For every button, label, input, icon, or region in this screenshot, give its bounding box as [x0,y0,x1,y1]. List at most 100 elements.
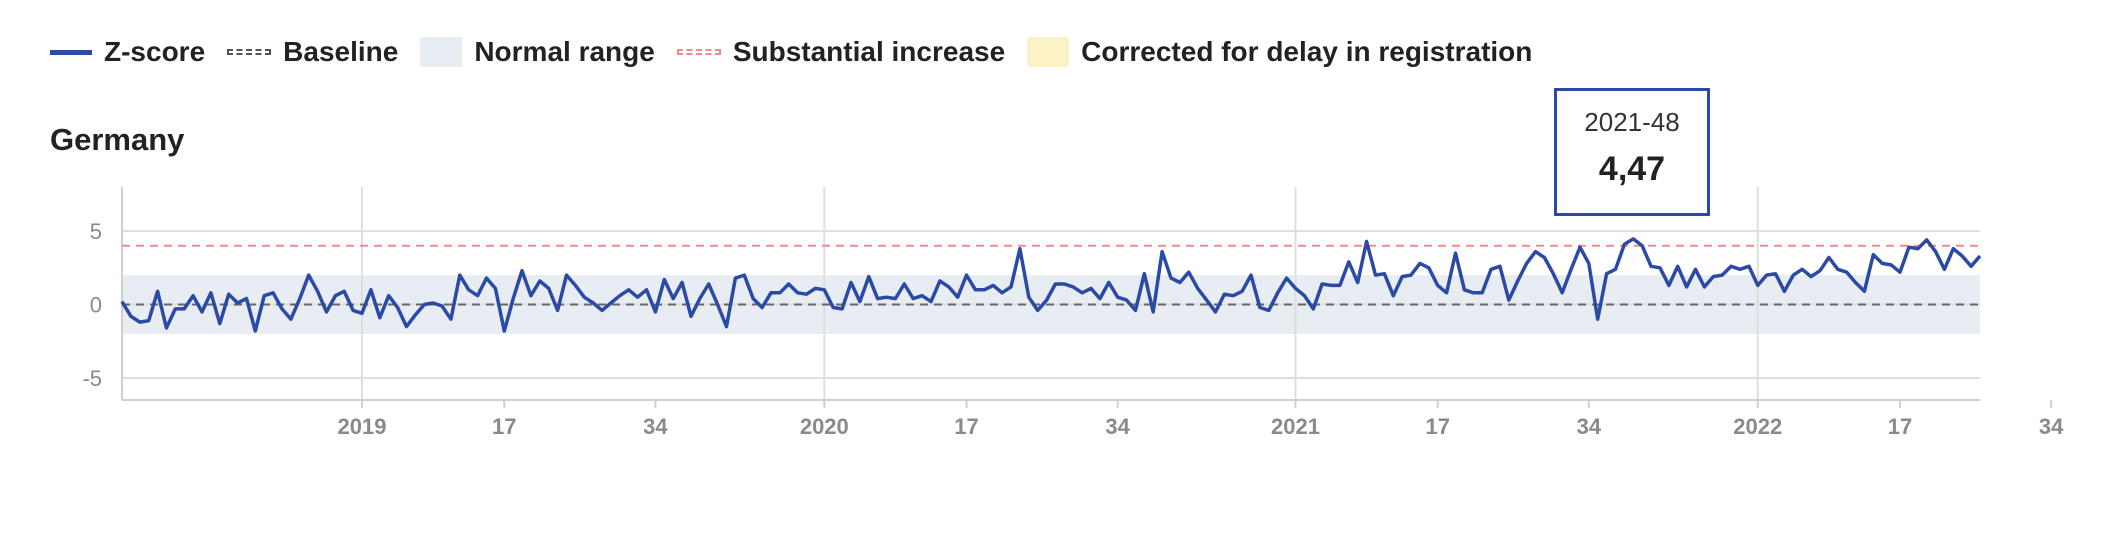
z-score-point [209,291,213,295]
z-score-point [965,273,969,277]
z-score-point [351,308,355,312]
z-score-point [991,283,995,287]
z-score-point [1791,273,1795,277]
z-score-point [564,273,568,277]
z-score-point [1071,285,1075,289]
z-score-point [1062,282,1066,286]
z-score-point [831,305,835,309]
z-score-point [298,297,302,301]
z-score-point [876,297,880,301]
z-score-point [1551,272,1555,276]
legend-item-substantial-increase[interactable]: Substantial increase [676,30,1005,74]
z-score-point [1000,291,1004,295]
z-score-point [1960,254,1964,258]
z-score-point [1169,276,1173,280]
z-score-point [1080,291,1084,295]
z-score-point [1489,267,1493,271]
z-score-point [1089,286,1093,290]
z-score-point [636,295,640,299]
x-tick-label: 2022 [1733,414,1782,439]
legend-item-z-score[interactable]: Z-score [50,30,205,74]
z-score-point [1871,253,1875,257]
y-tick-label: -5 [82,366,102,391]
z-score-series-line [120,237,1982,333]
z-score-point [511,297,515,301]
z-score-point [1774,272,1778,276]
z-score-point [1827,256,1831,260]
z-score-point [1027,295,1031,299]
z-score-point [1525,261,1529,265]
z-score-point [1205,298,1209,302]
legend-yellow-band-swatch [1027,37,1070,67]
z-score-point [484,276,488,280]
z-score-point [902,282,906,286]
z-score-point [1311,307,1315,311]
z-score-point [476,294,480,298]
legend-red-dashed-swatch [676,49,721,55]
z-score-point [1605,272,1609,276]
z-score-point [289,317,293,321]
z-score-point [1747,264,1751,268]
z-score-point [769,291,773,295]
y-tick-label: 5 [90,219,102,244]
z-score-point [1818,269,1822,273]
z-score-point [262,294,266,298]
z-score-point [1293,286,1297,290]
z-score-point [1534,250,1538,254]
z-score-point [920,294,924,298]
z-score-point [1116,295,1120,299]
z-score-point [1498,264,1502,268]
z-score-point [1125,298,1129,302]
z-score-point [280,307,284,311]
x-tick-label: 34 [2039,414,2064,439]
legend-item-corrected[interactable]: Corrected for delay in registration [1027,30,1532,74]
z-score-point [138,320,142,324]
z-score-point [1676,264,1680,268]
z-score-point [1018,247,1022,251]
z-score-point [645,288,649,292]
z-score-point [1373,273,1377,277]
legend-item-normal-range[interactable]: Normal range [420,30,655,74]
z-score-point [1445,291,1449,295]
z-score-point [173,307,177,311]
z-score-point [627,288,631,292]
z-score-point [316,289,320,293]
z-score-point [1249,273,1253,277]
z-score-point [742,273,746,277]
z-score-point [1969,264,1973,268]
z-score-point [751,297,755,301]
legend-item-baseline[interactable]: Baseline [227,30,398,74]
z-score-point [1800,267,1804,271]
z-score-point [538,279,542,283]
z-score-point [493,286,497,290]
z-score-point [1222,292,1226,296]
z-score-point [1418,261,1422,265]
z-score-point [218,322,222,326]
z-score-point [591,301,595,305]
z-score-point [680,280,684,284]
z-score-point [378,316,382,320]
z-score-point [458,273,462,277]
z-score-point [1720,273,1724,277]
legend-label: Corrected for delay in registration [1081,36,1533,67]
z-score-point [236,301,240,305]
z-score-point [618,294,622,298]
z-score-point [227,292,231,296]
z-score-point [1160,250,1164,254]
z-score-point [1453,251,1457,255]
z-score-point [1782,289,1786,293]
z-score-point [662,278,666,282]
z-score-point [1133,308,1137,312]
z-score-point [1382,272,1386,276]
z-score-point [253,329,257,333]
z-score-point [360,311,364,315]
z-score-point [1756,283,1760,287]
z-score-point [1400,275,1404,279]
z-score-point [440,304,444,308]
z-score-point [938,279,942,283]
z-score-point [1213,310,1217,314]
z-score-point [689,314,693,318]
z-score-point [1738,267,1742,271]
z-score-point [1587,261,1591,265]
